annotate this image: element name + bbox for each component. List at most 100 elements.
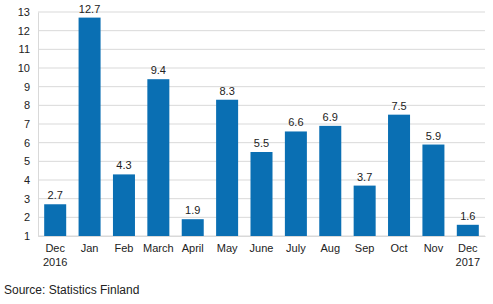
y-tick: 8 — [24, 99, 38, 111]
data-label: 5.5 — [254, 137, 269, 149]
x-tick-label-line: Dec — [458, 242, 478, 254]
y-tick-label: 8 — [24, 99, 30, 111]
x-tick: May — [217, 236, 238, 254]
grid-line — [38, 12, 485, 13]
x-tick-label: Sep — [355, 242, 375, 254]
source-note: Source: Statistics Finland — [4, 283, 139, 297]
data-label: 1.6 — [460, 210, 475, 222]
x-tick-label: May — [217, 242, 238, 254]
grid — [38, 12, 485, 236]
x-tick-label-line: Feb — [114, 242, 133, 254]
y-tick: 11 — [19, 43, 38, 55]
x-tick-label: June — [250, 242, 274, 254]
bar — [388, 115, 410, 236]
data-label: 6.6 — [288, 116, 303, 128]
y-tick: 3 — [24, 193, 38, 205]
x-tick-label: Aug — [320, 242, 340, 254]
data-label: 3.7 — [357, 171, 372, 183]
grid-line — [38, 68, 485, 69]
x-tick-label-line: April — [182, 242, 204, 254]
data-label: 1.9 — [185, 204, 200, 216]
x-tick-label-line: 2017 — [456, 256, 480, 268]
x-tick-label: March — [143, 242, 174, 254]
x-tick: April — [182, 236, 204, 254]
y-tick-label: 10 — [18, 62, 30, 74]
bar — [182, 219, 204, 236]
y-tick: 1 — [24, 230, 38, 242]
y-axis: 12345678910111213 — [18, 6, 39, 242]
grid-line — [38, 105, 485, 106]
bar — [285, 131, 307, 236]
x-tick: Jan — [81, 236, 99, 254]
y-tick: 10 — [18, 62, 38, 74]
data-label: 5.9 — [426, 130, 441, 142]
x-tick-label: Feb — [114, 242, 133, 254]
x-tick-label: Dec 2016 — [43, 242, 67, 268]
y-tick: 4 — [24, 174, 38, 186]
bars — [44, 18, 479, 236]
x-tick: Dec 2016 — [43, 236, 67, 268]
x-tick: June — [250, 236, 274, 254]
x-tick-label: April — [182, 242, 204, 254]
bar — [319, 126, 341, 236]
x-tick-label-line: Jan — [81, 242, 99, 254]
bar — [422, 145, 444, 236]
y-tick-label: 9 — [24, 81, 30, 93]
x-tick-label: Dec 2017 — [456, 242, 480, 268]
y-tick-label: 7 — [24, 118, 30, 130]
y-tick-label: 11 — [19, 43, 30, 55]
grid-line — [38, 49, 485, 50]
y-tick: 9 — [24, 81, 38, 93]
grid-line — [38, 86, 485, 87]
x-tick-label-line: Sep — [355, 242, 375, 254]
chart: 12345678910111213Dec2016JanFebMarchApril… — [0, 0, 493, 304]
y-tick-label: 4 — [24, 174, 30, 186]
y-tick-label: 2 — [24, 211, 30, 223]
bar — [79, 18, 101, 236]
x-tick-label: Oct — [390, 242, 407, 254]
bar — [113, 174, 135, 236]
y-tick-label: 6 — [24, 137, 30, 149]
x-tick-label-line: Oct — [390, 242, 407, 254]
bar — [147, 79, 169, 236]
x-axis-line — [39, 236, 486, 237]
y-tick-label: 12 — [18, 25, 30, 37]
data-labels: 2.712.74.39.41.98.35.56.66.93.77.55.91.6 — [48, 3, 476, 222]
bar — [354, 186, 376, 236]
plot: 12345678910111213Dec2016JanFebMarchApril… — [18, 3, 486, 268]
grid-line — [38, 30, 485, 31]
y-tick: 6 — [24, 137, 38, 149]
y-tick: 2 — [24, 211, 38, 223]
x-tick: Dec 2017 — [456, 236, 480, 268]
x-tick-label-line: Dec — [45, 242, 65, 254]
x-tick: Oct — [390, 236, 407, 254]
y-tick-label: 13 — [18, 6, 30, 18]
x-tick-label-line: Aug — [320, 242, 340, 254]
x-tick: Nov — [424, 236, 444, 254]
y-tick: 5 — [24, 155, 38, 167]
x-tick-label: Jan — [81, 242, 99, 254]
data-label: 4.3 — [116, 159, 131, 171]
x-tick-label: Nov — [424, 242, 444, 254]
x-tick-label: July — [286, 242, 306, 254]
x-tick: Feb — [114, 236, 133, 254]
y-tick-label: 3 — [24, 193, 30, 205]
y-tick: 13 — [18, 6, 38, 18]
data-label: 7.5 — [391, 100, 406, 112]
x-tick-label-line: March — [143, 242, 174, 254]
x-tick-label-line: June — [250, 242, 274, 254]
grid-line — [38, 124, 485, 125]
x-tick: March — [143, 236, 174, 254]
x-tick-label-line: Nov — [424, 242, 444, 254]
bar — [216, 100, 238, 236]
data-label: 2.7 — [48, 189, 63, 201]
x-axis: Dec 2016 Jan Feb March April May June July Aug Sep… — [39, 236, 486, 268]
data-label: 8.3 — [219, 85, 234, 97]
bar — [250, 152, 272, 236]
x-tick-label-line: 2016 — [43, 256, 67, 268]
y-tick: 12 — [18, 25, 38, 37]
bar — [457, 225, 479, 236]
data-label: 12.7 — [79, 3, 100, 15]
y-tick-label: 5 — [24, 155, 30, 167]
bar — [44, 204, 66, 236]
